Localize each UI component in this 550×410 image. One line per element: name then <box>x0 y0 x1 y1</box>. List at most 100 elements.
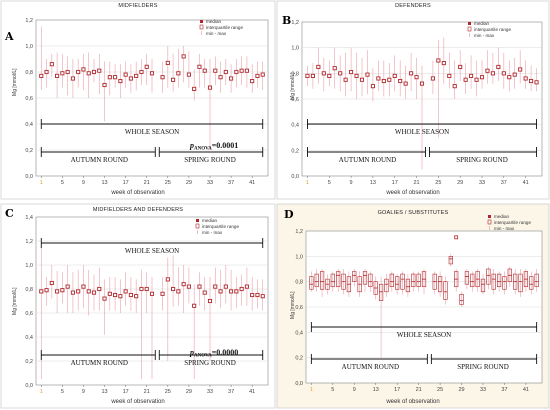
iqr-box <box>459 294 464 305</box>
panel-title: GOALIES / SUBSTITUTES <box>377 210 449 216</box>
median-mark <box>86 289 91 294</box>
median-mark <box>144 286 149 292</box>
median-mark <box>160 291 165 296</box>
iqr-box <box>486 268 491 285</box>
median-mark <box>39 289 44 294</box>
median-mark <box>102 296 107 301</box>
median-mark <box>365 72 370 77</box>
panel-title: MIDFIELDERS AND DEFENDERS <box>92 207 184 213</box>
iqr-box <box>443 281 448 300</box>
iqr-box <box>448 256 453 265</box>
x-tick-label: 33 <box>207 180 213 186</box>
median-mark <box>60 71 65 76</box>
median-mark <box>192 303 197 308</box>
iqr-box <box>352 271 357 282</box>
median-mark <box>496 64 501 69</box>
median-mark <box>229 289 234 294</box>
iqr-box <box>496 273 502 288</box>
x-tick-label: 21 <box>144 180 150 186</box>
x-tick-label: 25 <box>435 180 441 186</box>
median-mark <box>107 291 112 296</box>
median-mark <box>165 277 170 282</box>
median-mark <box>239 68 244 73</box>
iqr-box <box>502 276 507 290</box>
iqr-box <box>523 271 529 288</box>
iqr-box <box>405 278 411 293</box>
iqr-box <box>529 276 534 290</box>
legend-minmax-label: min - max <box>206 31 227 36</box>
panel-title: DEFENDERS <box>395 3 431 9</box>
median-mark <box>260 72 265 77</box>
x-tick-label: 9 <box>353 387 356 393</box>
iqr-box <box>534 273 539 288</box>
median-mark <box>118 294 123 299</box>
median-mark <box>387 77 392 82</box>
median-mark <box>327 73 332 78</box>
median-mark <box>149 291 155 296</box>
panel-letter: B <box>282 14 292 27</box>
iqr-box <box>518 273 523 293</box>
chart-c: 0,0 0,2 0,4 0,6 0,8 1,0 1,2 1,4 1 5 9 13 17 21 25 29 33 3… <box>0 203 276 409</box>
median-mark <box>250 292 255 298</box>
autumn-round-label: AUTUMN ROUND <box>342 363 399 371</box>
median-mark <box>518 67 523 72</box>
panel-title: MIDFIELDERS <box>118 3 158 9</box>
y-tick-label: 0,2 <box>291 148 299 154</box>
y-tick-label: 0,6 <box>25 96 33 102</box>
y-tick-label: 0,6 <box>25 311 33 317</box>
panel-letter: A <box>5 30 14 43</box>
legend-median-swatch <box>200 20 203 23</box>
iqr-box <box>330 273 335 288</box>
median-mark <box>134 294 139 299</box>
median-mark <box>192 86 197 91</box>
iqr-box <box>395 276 400 290</box>
x-tick-label: 21 <box>416 387 422 393</box>
y-tick-label: 0,8 <box>25 70 33 76</box>
median-mark <box>70 76 75 81</box>
x-tick-label: 5 <box>61 180 64 186</box>
legend-iqr-swatch <box>195 223 200 229</box>
median-mark <box>113 292 118 298</box>
p-value: pANOVA=0.0001 <box>189 141 238 152</box>
median-mark <box>149 71 155 76</box>
legend-iqr-swatch <box>199 24 204 30</box>
median-mark <box>409 71 414 76</box>
median-mark <box>97 68 102 73</box>
iqr-box <box>470 273 475 288</box>
spring-round-label: SPRING ROUND <box>184 359 236 367</box>
median-mark <box>403 81 408 86</box>
median-mark <box>176 289 181 294</box>
x-tick-label: 17 <box>123 389 129 395</box>
median-mark <box>392 73 397 78</box>
median-mark <box>321 71 326 76</box>
legend-median-swatch <box>196 219 199 222</box>
whole-season-label: WHOLE SEASON <box>125 247 179 255</box>
y-tick-label: 1,0 <box>291 46 299 52</box>
median-mark <box>316 64 321 69</box>
median-mark <box>134 73 139 78</box>
y-tick-label: 0,8 <box>291 71 299 77</box>
panel-letter: C <box>5 207 14 220</box>
y-tick-label: 0,6 <box>291 97 299 103</box>
y-tick-label: 1,0 <box>295 254 303 260</box>
median-mark <box>485 68 490 73</box>
median-mark <box>86 71 91 76</box>
x-tick-label: 29 <box>186 180 192 186</box>
median-mark <box>414 75 419 80</box>
y-tick-label: 0,2 <box>25 148 33 154</box>
median-mark <box>370 84 375 89</box>
x-axis-label: week of observation <box>386 190 440 196</box>
iqr-box <box>314 273 319 288</box>
median-mark <box>507 75 512 80</box>
iqr-box <box>368 273 373 288</box>
legend-iqr-label: interquartile range <box>202 224 239 229</box>
median-mark <box>128 76 133 81</box>
x-tick-label: 13 <box>373 387 379 393</box>
median-mark <box>123 72 128 77</box>
median-mark <box>354 73 359 78</box>
y-tick-label: 1,2 <box>25 239 33 245</box>
legend-median-label: median <box>202 218 218 223</box>
median-mark <box>430 76 435 81</box>
chart-a: 0,0 0,2 0,4 0,6 0,8 1,0 1,2 1 5 9 13 17 21 25 29 33 37 41… <box>0 0 276 200</box>
x-axis-label: week of observation <box>111 190 165 196</box>
